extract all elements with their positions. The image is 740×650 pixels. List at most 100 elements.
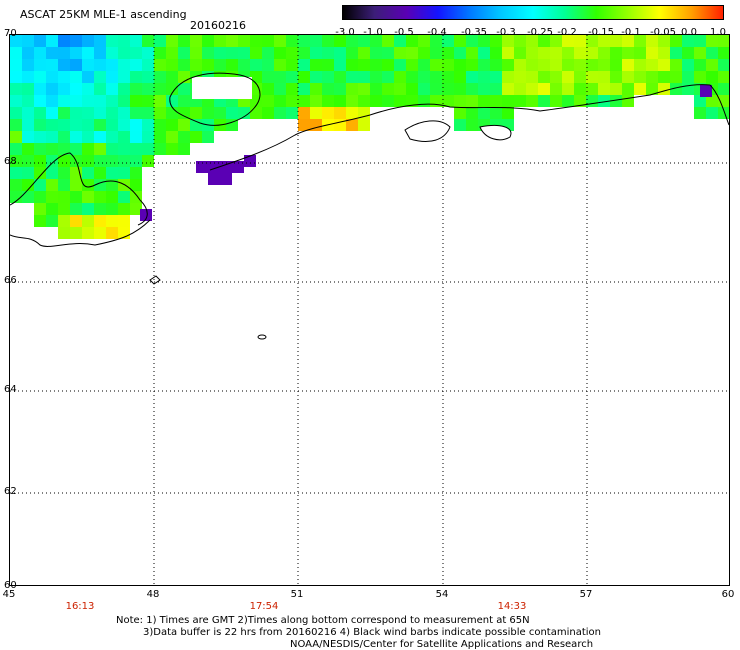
wind-cell	[322, 47, 334, 59]
wind-cell	[502, 71, 514, 83]
wind-cell	[298, 107, 310, 119]
wind-cell	[106, 83, 118, 95]
colorbar-tick-label: -0.1	[621, 27, 641, 38]
wind-cell	[142, 119, 154, 131]
wind-cell	[418, 95, 430, 107]
wind-cell	[142, 35, 154, 47]
wind-cell	[406, 95, 418, 107]
wind-cell	[550, 35, 562, 47]
wind-cell	[250, 47, 262, 59]
wind-cell	[442, 83, 454, 95]
wind-cell	[526, 95, 538, 107]
wind-cell	[106, 59, 118, 71]
wind-cell	[478, 83, 490, 95]
wind-cell	[70, 35, 82, 47]
wind-cell	[598, 71, 610, 83]
wind-cell	[106, 191, 118, 203]
wind-cell	[82, 179, 94, 191]
wind-cell	[262, 95, 274, 107]
wind-cell	[58, 83, 70, 95]
wind-cell	[238, 59, 250, 71]
wind-cell	[130, 95, 142, 107]
wind-cell	[358, 71, 370, 83]
wind-cell	[58, 155, 70, 167]
wind-cell	[286, 83, 298, 95]
wind-cell	[298, 83, 310, 95]
wind-cell	[430, 83, 442, 95]
wind-cell	[334, 83, 346, 95]
wind-cell	[58, 131, 70, 143]
wind-cell	[178, 107, 190, 119]
wind-cell	[550, 95, 562, 107]
wind-cell	[274, 47, 286, 59]
negative-cell	[220, 173, 232, 185]
wind-cell	[82, 95, 94, 107]
wind-cell	[490, 107, 502, 119]
colorbar-tick-label: -0.3	[496, 27, 516, 38]
wind-cell	[106, 155, 118, 167]
wind-cell	[394, 83, 406, 95]
wind-cell	[34, 215, 46, 227]
wind-cell	[646, 59, 658, 71]
lat-label-66: 66	[4, 275, 17, 286]
wind-cell	[118, 119, 130, 131]
wind-cell	[358, 119, 370, 131]
wind-cell	[82, 227, 94, 239]
wind-cell	[286, 71, 298, 83]
wind-cell	[346, 107, 358, 119]
colorbar-tick-label: 1.0	[710, 27, 726, 38]
lon-label-51: 51	[290, 589, 304, 600]
wind-cell	[274, 95, 286, 107]
wind-cell	[670, 59, 682, 71]
wind-cell	[58, 71, 70, 83]
wind-cell	[478, 107, 490, 119]
wind-cell	[178, 119, 190, 131]
wind-cell	[226, 107, 238, 119]
wind-cell	[478, 95, 490, 107]
colorbar-tick-label: -0.25	[527, 27, 553, 38]
wind-cell	[154, 47, 166, 59]
wind-cell	[694, 35, 706, 47]
wind-cell	[658, 35, 670, 47]
wind-cell	[34, 71, 46, 83]
wind-cell	[10, 35, 22, 47]
wind-cell	[82, 35, 94, 47]
wind-cell	[322, 59, 334, 71]
wind-cell	[466, 71, 478, 83]
wind-cell	[22, 71, 34, 83]
wind-cell	[106, 71, 118, 83]
wind-cell	[214, 107, 226, 119]
wind-cell	[550, 59, 562, 71]
wind-cell	[598, 47, 610, 59]
wind-cell	[454, 47, 466, 59]
wind-cell	[694, 59, 706, 71]
product-title: ASCAT 25KM MLE-1 ascending	[20, 8, 187, 21]
wind-cell	[10, 179, 22, 191]
wind-cell	[610, 83, 622, 95]
wind-cell	[22, 119, 34, 131]
wind-cell	[634, 83, 646, 95]
wind-cell	[34, 203, 46, 215]
wind-cell	[706, 47, 718, 59]
wind-cell	[154, 35, 166, 47]
wind-cell	[58, 191, 70, 203]
coastline	[10, 219, 151, 247]
time-label-2: 17:54	[249, 601, 279, 612]
wind-cell	[622, 95, 634, 107]
wind-cell	[58, 227, 70, 239]
wind-cell	[646, 35, 658, 47]
wind-cell	[298, 119, 310, 131]
wind-cell	[334, 47, 346, 59]
wind-cell	[718, 47, 729, 59]
wind-cell	[658, 83, 670, 95]
wind-cell	[562, 35, 574, 47]
wind-cell	[166, 71, 178, 83]
wind-cell	[262, 47, 274, 59]
wind-cell	[466, 59, 478, 71]
colorbar-tick-label: -0.35	[461, 27, 487, 38]
wind-cell	[634, 47, 646, 59]
wind-cell	[538, 83, 550, 95]
wind-cell	[418, 35, 430, 47]
wind-cell	[310, 71, 322, 83]
wind-cell	[238, 107, 250, 119]
